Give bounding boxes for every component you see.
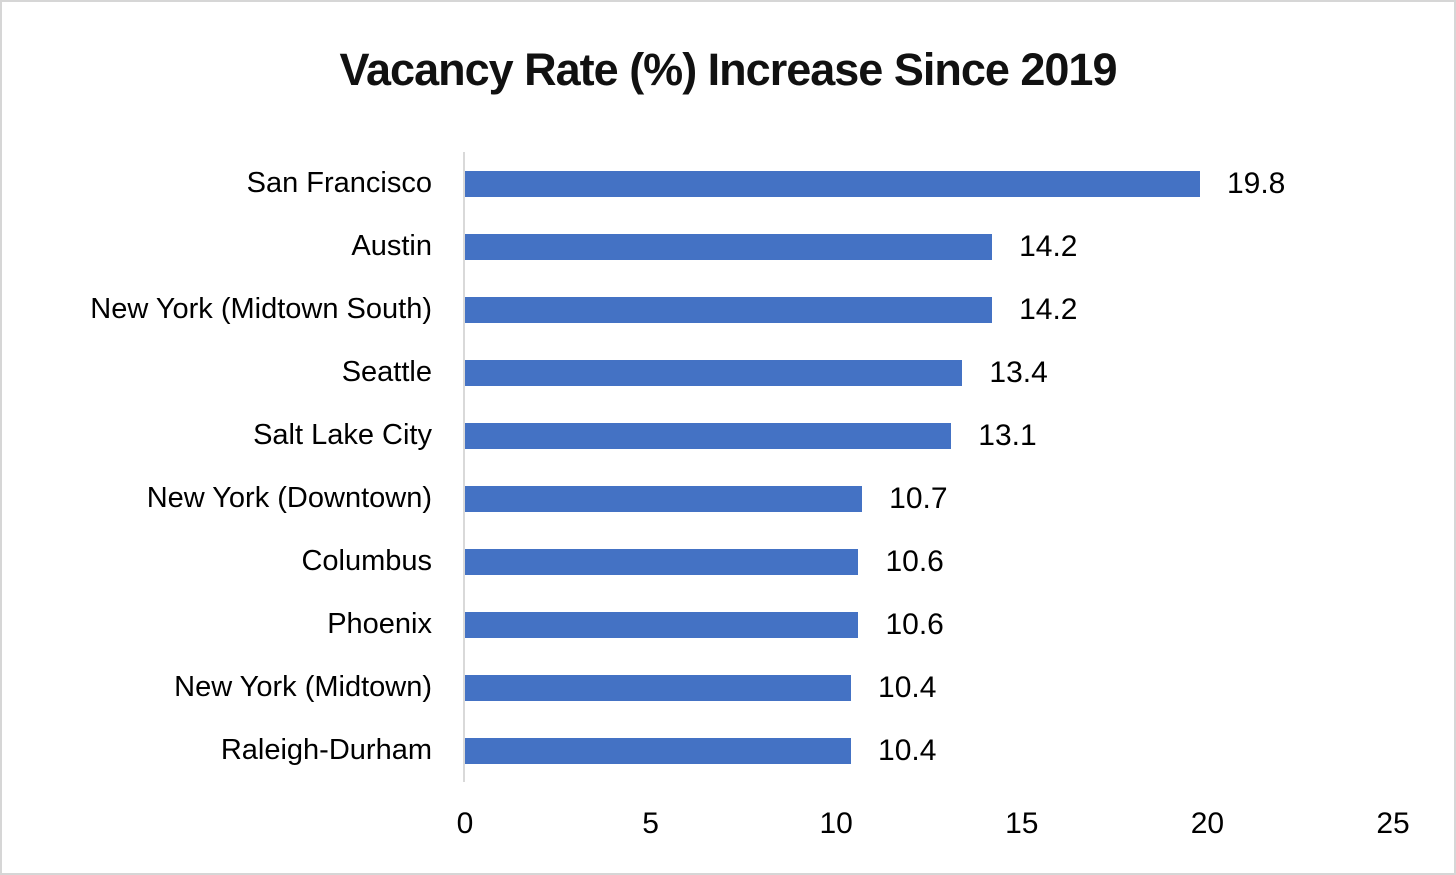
bar-row: Columbus 10.6 bbox=[2, 530, 1393, 593]
category-label: Austin bbox=[351, 229, 432, 262]
bar-track: 10.6 bbox=[465, 530, 1393, 593]
category-label: Raleigh-Durham bbox=[220, 733, 432, 766]
category-label: New York (Midtown) bbox=[174, 670, 432, 703]
bar bbox=[465, 233, 993, 260]
value-label: 13.4 bbox=[989, 355, 1048, 389]
category-label: San Francisco bbox=[246, 166, 432, 199]
bar-track: 13.1 bbox=[465, 404, 1393, 467]
bar bbox=[465, 737, 852, 764]
value-label: 13.1 bbox=[978, 418, 1037, 452]
category-label: New York (Downtown) bbox=[146, 481, 432, 514]
bar bbox=[465, 674, 852, 701]
x-tick-label: 15 bbox=[1005, 807, 1039, 840]
chart-title: Vacancy Rate (%) Increase Since 2019 bbox=[339, 44, 1118, 95]
x-tick-label: 0 bbox=[456, 807, 474, 840]
bar-row: Salt Lake City 13.1 bbox=[2, 404, 1393, 467]
bar-row: New York (Downtown) 10.7 bbox=[2, 467, 1393, 530]
value-label: 10.6 bbox=[885, 607, 944, 641]
value-label: 10.4 bbox=[878, 733, 937, 767]
x-tick-label: 25 bbox=[1376, 807, 1410, 840]
bar-track: 10.7 bbox=[465, 467, 1393, 530]
bar-track: 14.2 bbox=[465, 278, 1393, 341]
bar-track: 19.8 bbox=[465, 152, 1393, 215]
x-tick-label: 20 bbox=[1190, 807, 1225, 840]
bar bbox=[465, 611, 859, 638]
bar bbox=[465, 170, 1200, 197]
bar-row: New York (Midtown South) 14.2 bbox=[2, 278, 1393, 341]
bar bbox=[465, 296, 993, 323]
bar-track: 10.4 bbox=[465, 656, 1393, 719]
bar-track: 10.6 bbox=[465, 593, 1393, 656]
bar-track: 13.4 bbox=[465, 341, 1393, 404]
bar-row: San Francisco 19.8 bbox=[2, 152, 1393, 215]
bar-track: 10.4 bbox=[465, 719, 1393, 782]
bar-row: Raleigh-Durham 10.4 bbox=[2, 719, 1393, 782]
value-label: 19.8 bbox=[1226, 166, 1286, 200]
value-label: 10.6 bbox=[885, 544, 944, 578]
bar-track: 14.2 bbox=[465, 215, 1393, 278]
category-label: Seattle bbox=[341, 355, 432, 388]
category-label: Columbus bbox=[301, 544, 432, 577]
x-axis-tick-labels: 0 5 10 15 20 25 bbox=[457, 807, 1410, 847]
bar-row: Phoenix 10.6 bbox=[2, 593, 1393, 656]
bar bbox=[465, 485, 863, 512]
y-axis-line bbox=[463, 152, 465, 782]
bar bbox=[465, 548, 859, 575]
value-label: 14.2 bbox=[1019, 229, 1078, 263]
bar bbox=[465, 359, 963, 386]
category-label: Salt Lake City bbox=[253, 418, 432, 451]
bar-row: Seattle 13.4 bbox=[2, 341, 1393, 404]
bar bbox=[465, 422, 952, 449]
bar-row: Austin 14.2 bbox=[2, 215, 1393, 278]
category-label: Phoenix bbox=[327, 607, 432, 640]
bar-row: New York (Midtown) 10.4 bbox=[2, 656, 1393, 719]
x-tick-label: 5 bbox=[642, 807, 659, 840]
value-label: 10.4 bbox=[878, 670, 937, 704]
plot-area: San Francisco 19.8 Austin 14.2 New York (Mid… bbox=[2, 152, 1393, 782]
x-tick-label: 10 bbox=[819, 807, 853, 840]
value-label: 14.2 bbox=[1019, 292, 1078, 326]
value-label: 10.7 bbox=[889, 481, 948, 515]
category-label: New York (Midtown South) bbox=[90, 292, 432, 325]
